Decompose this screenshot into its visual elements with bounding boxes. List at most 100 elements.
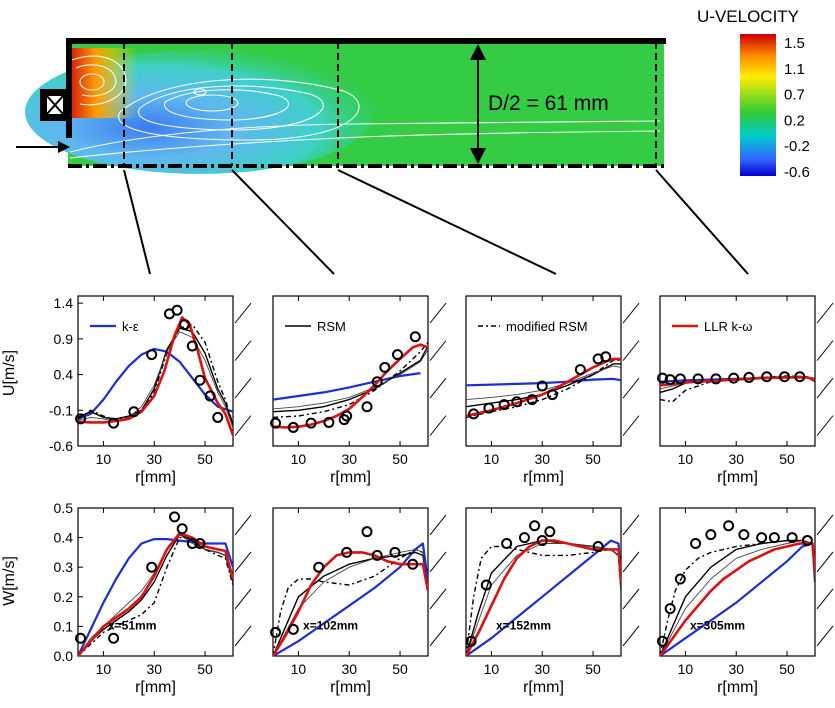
data-point xyxy=(723,520,735,532)
break-mark xyxy=(234,625,252,647)
x-axis-label: r[mm] xyxy=(523,469,564,486)
station-label: x=152mm xyxy=(496,618,551,632)
curves xyxy=(78,316,233,436)
break-mark xyxy=(622,588,640,610)
break-mark xyxy=(816,415,834,436)
streamline xyxy=(118,78,360,141)
data-point xyxy=(186,340,198,352)
swirler-icon xyxy=(40,89,70,121)
curves xyxy=(273,542,428,657)
legends: k-ε RSM modified RSM LLR k-ω xyxy=(90,319,752,334)
data-point xyxy=(146,561,158,573)
inlet-wall xyxy=(66,38,72,138)
break-mark xyxy=(622,551,640,573)
series-k_eps xyxy=(273,542,428,657)
y-tick-label: 0.1 xyxy=(54,618,74,634)
data-point xyxy=(705,529,717,541)
break-mark xyxy=(234,551,252,573)
x-tick-label: 30 xyxy=(534,451,550,467)
data-point xyxy=(468,408,480,420)
legend-label-k_eps: k-ε xyxy=(122,319,139,334)
streamline xyxy=(79,73,105,91)
break-mark xyxy=(622,340,640,361)
y-tick-label: 0.2 xyxy=(54,589,74,605)
data-point xyxy=(657,372,669,384)
curves xyxy=(466,357,621,419)
data-point xyxy=(186,538,198,550)
data-point xyxy=(657,635,669,647)
data-point xyxy=(498,399,510,411)
break-mark xyxy=(816,302,834,324)
series-rsm xyxy=(78,533,233,657)
data-point xyxy=(212,411,224,423)
x-axis-label: r[mm] xyxy=(330,679,371,696)
series-modified_rsm xyxy=(78,536,233,657)
series-llr xyxy=(78,316,233,436)
data-point xyxy=(389,546,401,558)
data-point xyxy=(483,402,495,414)
series-rsm xyxy=(273,551,428,657)
colorbar-tick-label: 0.2 xyxy=(784,112,805,129)
data-point xyxy=(75,413,87,425)
x-tick-label: 30 xyxy=(728,661,744,677)
chart-panel-u-2: 10 30 50 r[mm] xyxy=(465,295,640,486)
data-point xyxy=(194,374,206,386)
series-thin xyxy=(466,365,621,401)
curves xyxy=(78,531,233,657)
colorbar-tick-label: 1.5 xyxy=(784,35,805,52)
chart-panel-u-1: 10 30 50 r[mm] xyxy=(270,295,447,486)
colorbar-title: U-VELOCITY xyxy=(697,7,799,26)
series-llr xyxy=(466,357,621,418)
break-mark xyxy=(429,551,447,573)
data-point xyxy=(690,538,702,550)
data-point xyxy=(544,526,556,538)
inlet-arrow-icon xyxy=(16,141,70,153)
series-k_eps xyxy=(466,539,621,657)
data-point xyxy=(194,538,206,550)
streamline xyxy=(75,64,117,97)
break-mark xyxy=(816,377,834,399)
data-point xyxy=(710,373,722,385)
data-point xyxy=(75,632,87,644)
y-tick-label: 0.0 xyxy=(54,648,74,664)
x-tick-label: 10 xyxy=(291,661,307,677)
break-mark xyxy=(234,302,252,324)
data-point xyxy=(176,523,188,535)
streamline xyxy=(193,88,207,96)
break-mark xyxy=(622,514,640,536)
break-mark xyxy=(429,302,447,324)
data-point xyxy=(392,349,404,361)
connector-line xyxy=(655,169,749,275)
series-thin xyxy=(78,534,233,657)
x-axis-label: r[mm] xyxy=(330,469,371,486)
break-mark xyxy=(816,514,834,536)
colorbar: U-VELOCITY 1.5 1.1 0.7 0.2 -0.2 -0.6 xyxy=(697,7,810,181)
x-axis-label: r[mm] xyxy=(135,679,176,696)
data-point xyxy=(305,417,317,429)
y-tick-label: -0.6 xyxy=(49,438,73,454)
x-tick-label: 10 xyxy=(678,451,694,467)
dimension-arrow-icon xyxy=(470,44,486,164)
x-tick-label: 30 xyxy=(146,661,162,677)
data-point xyxy=(108,417,120,429)
x-tick-label: 50 xyxy=(779,451,795,467)
break-mark xyxy=(234,340,252,361)
data-point xyxy=(664,603,676,615)
x-axis-label: r[mm] xyxy=(717,679,758,696)
series-k_eps xyxy=(466,377,621,387)
top-wall xyxy=(66,38,666,44)
colorbar-ticks: 1.5 1.1 0.7 0.2 -0.2 -0.6 xyxy=(784,35,810,181)
data-point xyxy=(323,416,335,428)
x-tick-label: 50 xyxy=(779,661,795,677)
series-llr xyxy=(466,539,621,657)
break-mark xyxy=(816,588,834,610)
data-point xyxy=(600,351,612,363)
break-mark xyxy=(429,588,447,610)
break-mark xyxy=(429,377,447,399)
data-point xyxy=(341,546,353,558)
break-mark xyxy=(429,415,447,436)
profile-panels: 10 30 50-0.6-0.10.40.91.4r[mm]10 30 50r[mm]1… xyxy=(49,295,834,696)
w-axis-label: W[m/s] xyxy=(1,556,18,606)
x-axis-label: r[mm] xyxy=(717,469,758,486)
